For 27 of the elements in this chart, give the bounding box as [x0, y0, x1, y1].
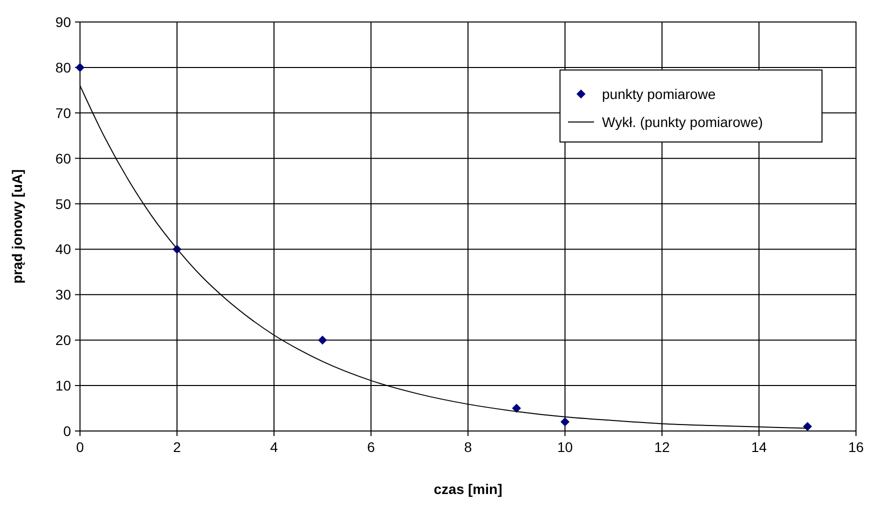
y-tick-label: 10	[55, 378, 72, 394]
y-tick-label: 0	[63, 423, 72, 439]
y-tick-label: 40	[55, 241, 72, 258]
x-tick-label: 8	[464, 439, 472, 455]
x-tick-label: 0	[76, 439, 84, 455]
x-tick-label: 6	[367, 439, 376, 455]
y-tick-label: 50	[55, 196, 72, 212]
x-axis-title: czas [min]	[434, 481, 502, 497]
x-tick-label: 4	[270, 439, 278, 455]
y-tick-label: 20	[55, 332, 72, 348]
point	[803, 422, 812, 431]
x-tick-label: 10	[557, 439, 573, 455]
point	[318, 336, 327, 345]
y-tick-label: 60	[55, 150, 72, 166]
y-tick-label: 90	[55, 14, 72, 30]
legend-label: punkty pomiarowe	[602, 86, 716, 102]
y-tick-label: 80	[55, 59, 72, 76]
x-tick-label: 16	[848, 439, 864, 455]
point	[512, 404, 521, 413]
point	[560, 417, 570, 426]
x-tick-label: 14	[751, 439, 767, 455]
legend-label: Wykł. (punkty pomiarowe)	[602, 114, 763, 130]
y-tick-label: 70	[55, 104, 72, 121]
y-axis-title: prąd jonowy [uA]	[9, 169, 25, 284]
x-tick-label: 12	[654, 439, 670, 455]
y-tick-label: 30	[55, 286, 72, 303]
x-tick-label: 2	[173, 439, 182, 455]
